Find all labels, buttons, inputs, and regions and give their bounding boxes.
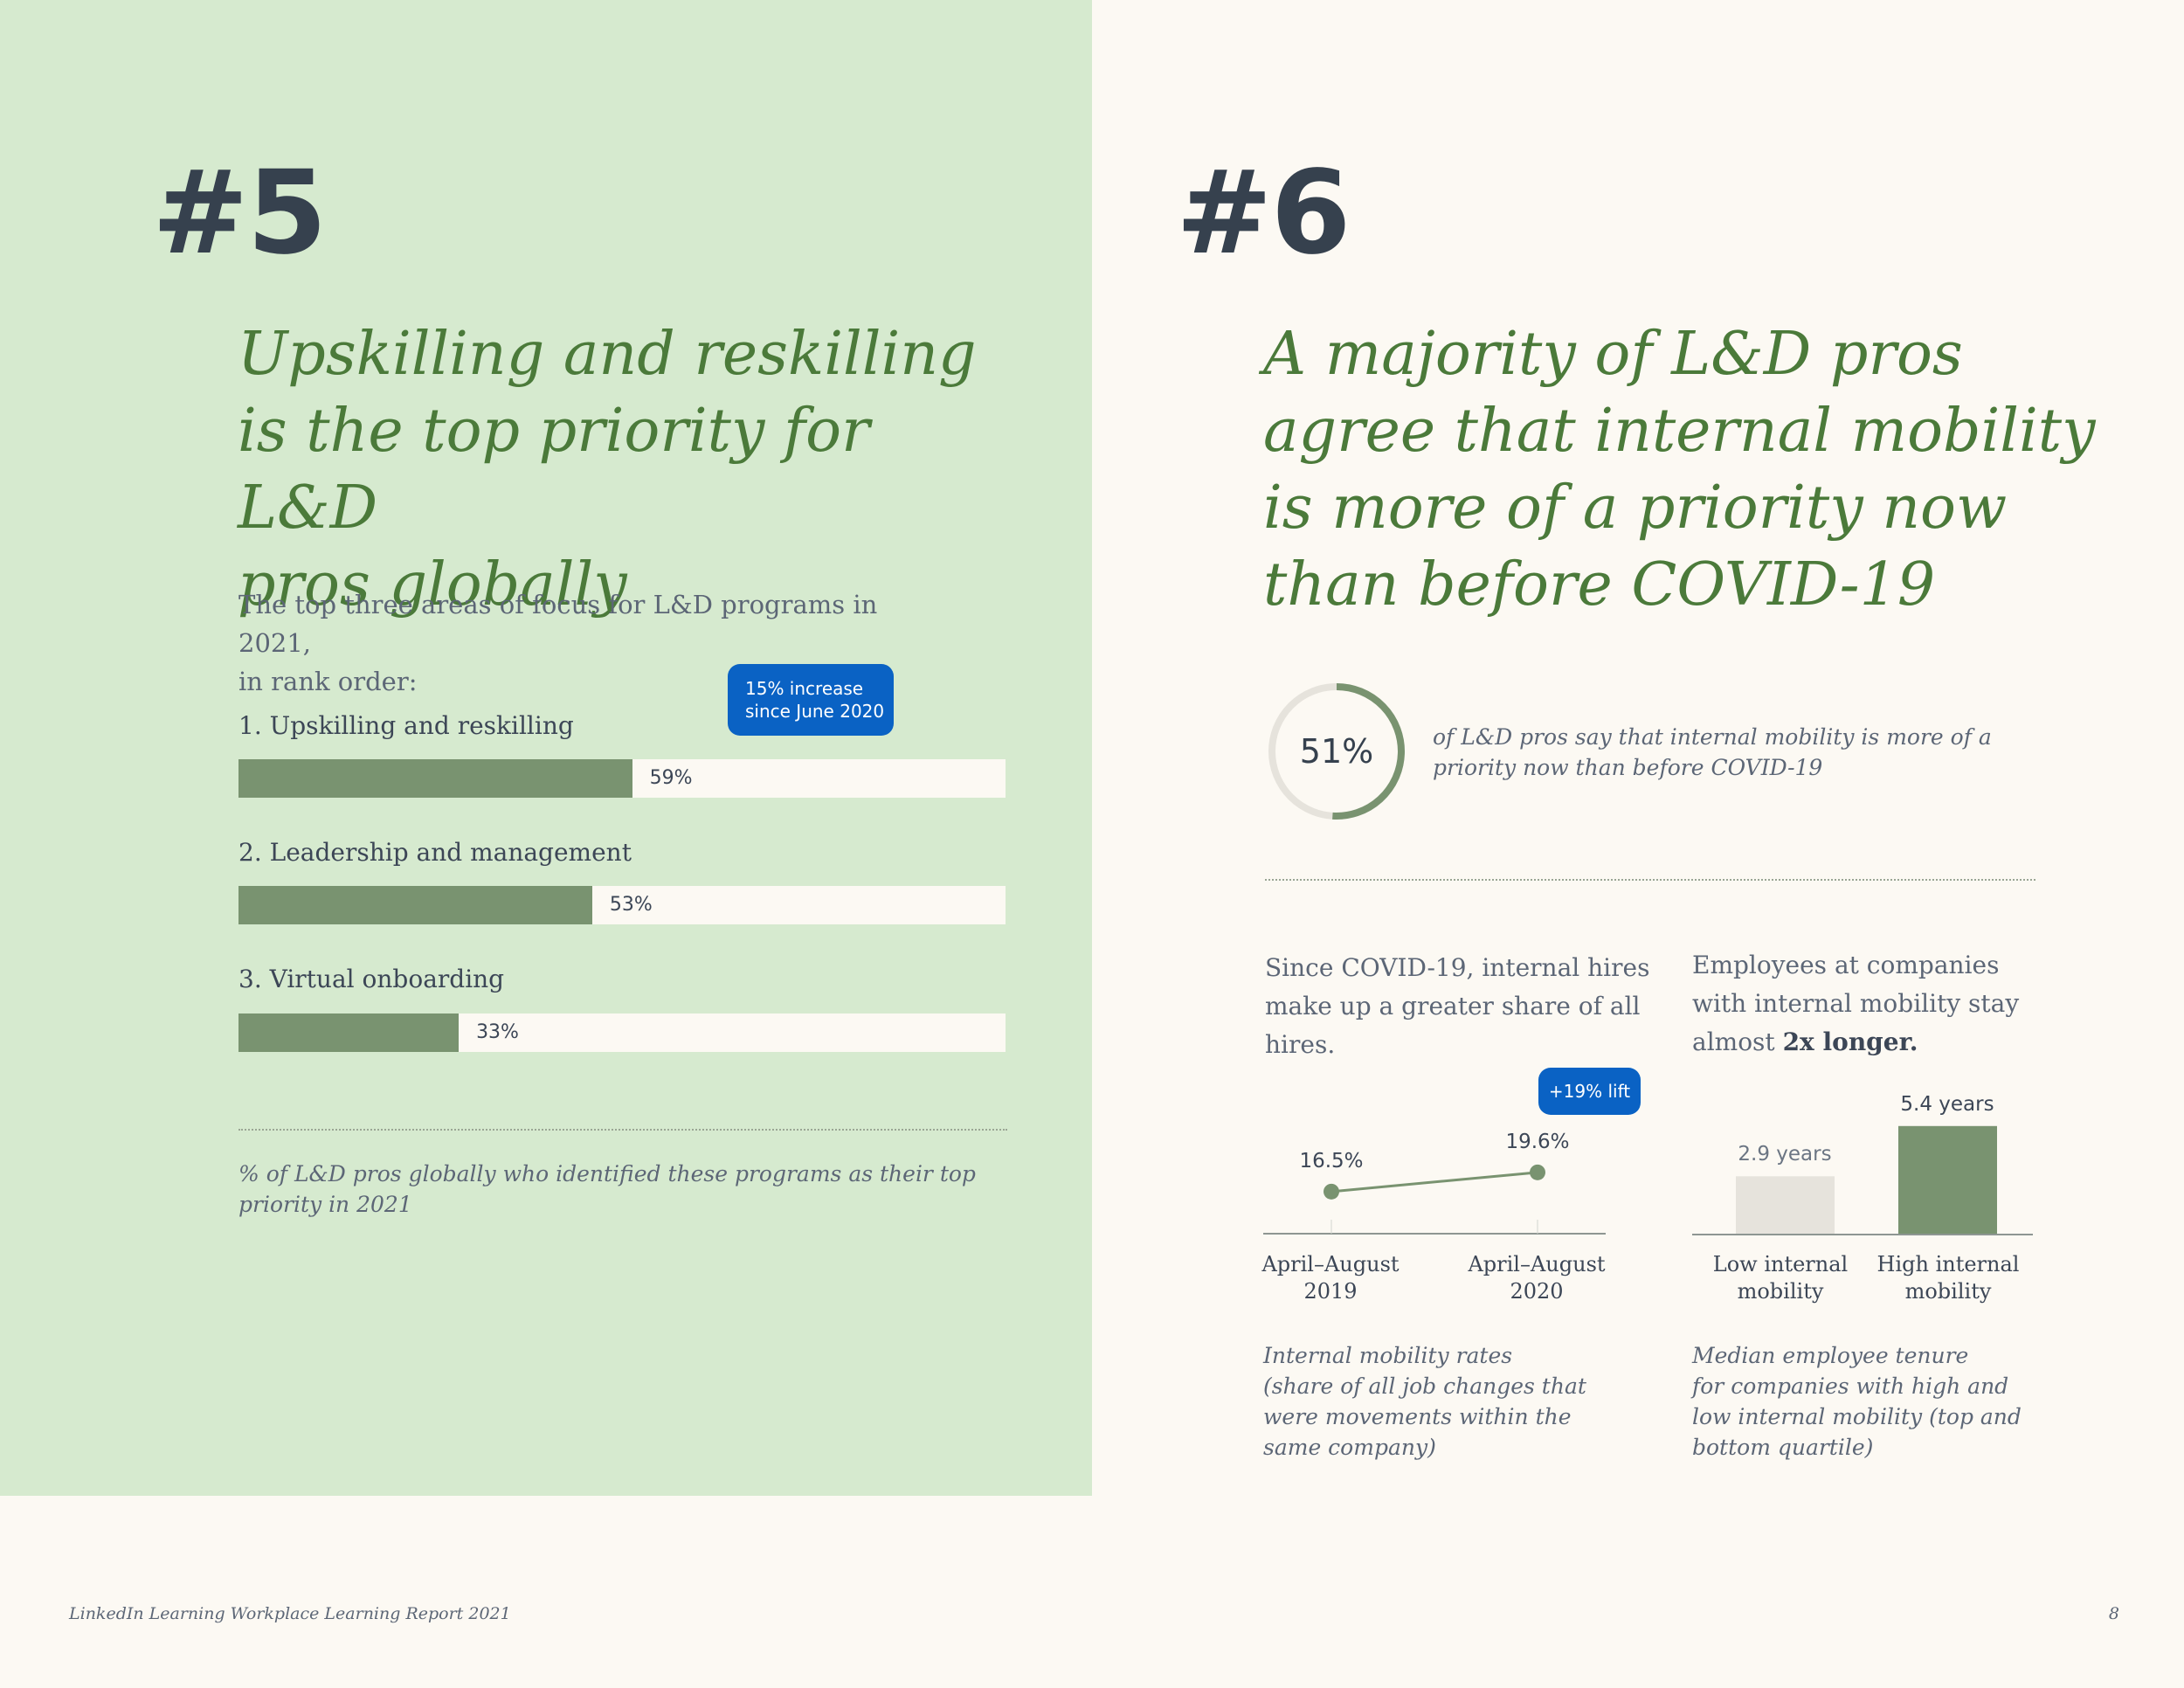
intro-line: The top three areas of focus for L&D pro… xyxy=(238,590,878,658)
x-tick-label-line: April–August xyxy=(1468,1252,1606,1276)
headline-line: is the top priority for L&D xyxy=(238,397,870,543)
hires-note-line: Internal mobility rates xyxy=(1263,1343,1513,1368)
donut-chart xyxy=(1268,683,1405,820)
left-note: % of L&D pros globally who identified th… xyxy=(238,1159,1007,1220)
footer-title: LinkedIn Learning Workplace Learning Rep… xyxy=(69,1604,511,1623)
data-label-low: 2.9 years xyxy=(1738,1143,1832,1166)
section-number-5: #5 xyxy=(152,146,327,280)
hires-text-line: hires. xyxy=(1265,1030,1336,1059)
series-line xyxy=(1330,1171,1538,1193)
bar-fill xyxy=(238,759,632,798)
x-tick-label-line: April–August xyxy=(1261,1252,1400,1276)
tenure-text-line: Employees at companies xyxy=(1692,951,2000,979)
increase-badge: 15% increase since June 2020 xyxy=(728,664,894,736)
x-tick-label-low: Low internal mobility xyxy=(1693,1251,1868,1305)
data-label-high: 5.4 years xyxy=(1900,1092,1994,1116)
data-point-2020 xyxy=(1530,1164,1545,1180)
right-divider xyxy=(1265,879,2035,881)
headline-line: Upskilling and reskilling xyxy=(238,320,977,389)
x-tick-label-high: High internal mobility xyxy=(1861,1251,2035,1305)
hires-note-line: (share of all job changes that xyxy=(1263,1373,1586,1399)
section-number-6: #6 xyxy=(1176,146,1351,280)
tenure-text-line: almost 2x longer. xyxy=(1692,1023,2059,1062)
headline-line: agree that internal mobility xyxy=(1263,397,2096,466)
x-tick-label-line: High internal xyxy=(1876,1252,2020,1276)
tenure-note-line: Median employee tenure xyxy=(1692,1343,1969,1368)
page-number: 8 xyxy=(2108,1604,2119,1623)
x-tick-label-line: 2019 xyxy=(1303,1279,1358,1304)
right-headline: A majority of L&D pros agree that intern… xyxy=(1263,316,2137,624)
data-point-2019 xyxy=(1324,1183,1339,1200)
intro-line: in rank order: xyxy=(238,667,418,696)
donut-text-line: of L&D pros say that internal mobility i… xyxy=(1433,724,1992,750)
data-label-2019: 16.5% xyxy=(1299,1149,1364,1173)
headline-line: is more of a priority now xyxy=(1263,474,2008,543)
x-tick-label-line: mobility xyxy=(1737,1279,1824,1304)
bar-label: 2. Leadership and management xyxy=(238,838,632,867)
left-intro: The top three areas of focus for L&D pro… xyxy=(238,585,920,701)
tenure-text-bold: 2x longer. xyxy=(1782,1027,1918,1056)
x-tick-label-2019: April–August 2019 xyxy=(1243,1251,1418,1305)
x-tick-label-2020: April–August 2020 xyxy=(1449,1251,1624,1305)
headline-line: than before COVID-19 xyxy=(1263,550,1936,619)
hires-note: Internal mobility rates (share of all jo… xyxy=(1263,1340,1630,1463)
bar-high-mobility xyxy=(1898,1125,1997,1235)
bar-low-mobility xyxy=(1736,1176,1835,1235)
hires-text-line: Since COVID-19, internal hires xyxy=(1265,953,1650,982)
tenure-note-line: bottom quartile) xyxy=(1692,1435,1874,1460)
headline-line: A majority of L&D pros xyxy=(1263,320,1963,389)
lift-badge: +19% lift xyxy=(1538,1068,1641,1115)
badge-line: since June 2020 xyxy=(745,701,885,722)
tenure-bar-chart xyxy=(1692,1125,2033,1235)
left-headline: Upskilling and reskilling is the top pri… xyxy=(238,316,1024,624)
bar-value-label: 53% xyxy=(609,894,653,916)
headline-line: pros globally xyxy=(238,550,627,619)
bar-fill xyxy=(238,886,592,924)
donut-value: 51% xyxy=(1299,732,1374,771)
tenure-text-line: with internal mobility stay xyxy=(1692,989,2020,1018)
bar-label: 1. Upskilling and reskilling xyxy=(238,711,574,740)
note-line: priority in 2021 xyxy=(238,1192,412,1217)
x-tick-label-line: 2020 xyxy=(1510,1279,1564,1304)
hires-text: Since COVID-19, internal hires make up a… xyxy=(1265,949,1667,1064)
tenure-note: Median employee tenure for companies wit… xyxy=(1692,1340,2042,1463)
tenure-note-line: for companies with high and xyxy=(1692,1373,2009,1399)
x-tick-label-line: mobility xyxy=(1904,1279,1992,1304)
bar-track: 53% xyxy=(238,886,1006,924)
data-label-2020: 19.6% xyxy=(1505,1130,1570,1153)
tenure-text: Employees at companies with internal mob… xyxy=(1692,946,2059,1062)
bar-track: 59% xyxy=(238,759,1006,798)
badge-line: 15% increase xyxy=(745,678,864,699)
bar-fill xyxy=(238,1013,460,1052)
hires-note-line: were movements within the xyxy=(1263,1404,1572,1429)
donut-arc xyxy=(1332,683,1405,820)
bar-value-label: 33% xyxy=(476,1021,519,1043)
note-line: % of L&D pros globally who identified th… xyxy=(238,1161,976,1186)
bar-label: 3. Virtual onboarding xyxy=(238,965,505,993)
x-tick-label-line: Low internal xyxy=(1712,1252,1849,1276)
tenure-text-plain: almost xyxy=(1692,1027,1783,1056)
left-divider xyxy=(238,1129,1007,1131)
left-panel xyxy=(0,0,1092,1496)
hires-text-line: make up a greater share of all xyxy=(1265,992,1641,1020)
donut-text: of L&D pros say that internal mobility i… xyxy=(1433,722,2132,783)
donut-text-line: priority now than before COVID-19 xyxy=(1433,755,1823,780)
bar-track: 33% xyxy=(238,1013,1006,1052)
hires-note-line: same company) xyxy=(1263,1435,1436,1460)
internal-hires-line-chart xyxy=(1263,1164,1606,1235)
tenure-note-line: low internal mobility (top and xyxy=(1692,1404,2022,1429)
bar-value-label: 59% xyxy=(649,767,693,789)
